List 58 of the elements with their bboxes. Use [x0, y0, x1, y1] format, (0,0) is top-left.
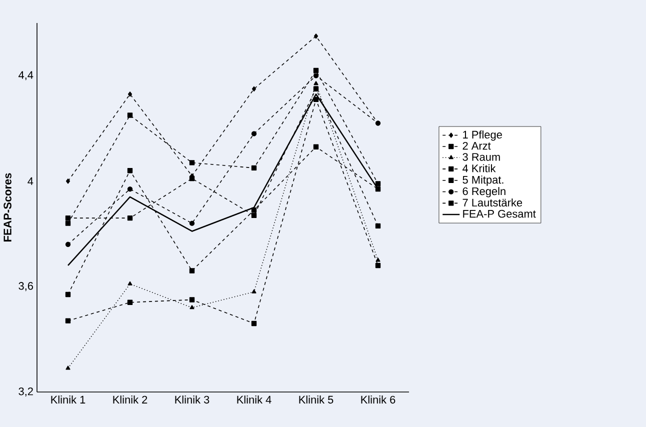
- y-tick-label: 3,6: [18, 282, 33, 292]
- x-tick-label: Klinik 1: [51, 396, 86, 404]
- point: [313, 68, 319, 74]
- x-tick-label: Klinik 6: [361, 396, 396, 404]
- legend-label: FEA-P Gesamt: [463, 210, 536, 218]
- legend-label: 3 Raum: [462, 153, 500, 161]
- point: [189, 160, 195, 166]
- point: [375, 223, 381, 229]
- point: [313, 96, 319, 102]
- point: [128, 92, 132, 97]
- x-tick-label: Klinik 4: [237, 396, 272, 404]
- point: [375, 181, 381, 186]
- point: [313, 86, 319, 92]
- legend-label: 5 Mitpat.: [462, 176, 504, 186]
- point: [252, 289, 256, 294]
- point: [251, 212, 257, 218]
- point: [65, 215, 71, 221]
- point: [189, 297, 195, 302]
- point: [252, 86, 256, 92]
- point: [65, 220, 71, 226]
- point: [375, 186, 381, 192]
- point: [251, 320, 257, 326]
- point: [314, 81, 318, 86]
- legend-label: 1 Pflege: [463, 130, 502, 141]
- point: [313, 73, 319, 78]
- point: [65, 292, 71, 298]
- x-tick-label: Klinik 2: [113, 396, 148, 404]
- point: [313, 144, 319, 150]
- point: [127, 300, 133, 305]
- point: [189, 176, 195, 182]
- legend-label: 7 Lautstärke: [462, 198, 522, 207]
- y-tick-label: 4: [28, 177, 34, 185]
- point: [189, 268, 195, 274]
- point: [375, 262, 381, 268]
- point: [127, 186, 133, 192]
- point: [189, 220, 195, 226]
- legend-label: 4 Kritik: [462, 164, 496, 172]
- y-tick-label: 4,4: [18, 71, 34, 80]
- point: [127, 112, 133, 118]
- point: [65, 318, 71, 324]
- point: [127, 168, 133, 174]
- point: [127, 215, 133, 221]
- point: [251, 165, 257, 171]
- y-axis-title: FEAP-Scores: [4, 173, 12, 242]
- point: [128, 281, 132, 286]
- point: [251, 131, 257, 136]
- point: [65, 242, 71, 247]
- y-tick-label: 3,2: [18, 387, 33, 397]
- legend-label: 6 Regeln: [462, 187, 506, 198]
- point: [251, 208, 257, 213]
- x-tick-label: Klinik 5: [299, 396, 334, 404]
- x-tick-label: Klinik 3: [175, 396, 210, 404]
- point: [376, 258, 380, 262]
- point: [66, 178, 70, 184]
- legend-label: 2 Arzt: [462, 142, 491, 150]
- point: [66, 366, 70, 370]
- point: [190, 305, 194, 310]
- point: [314, 34, 318, 39]
